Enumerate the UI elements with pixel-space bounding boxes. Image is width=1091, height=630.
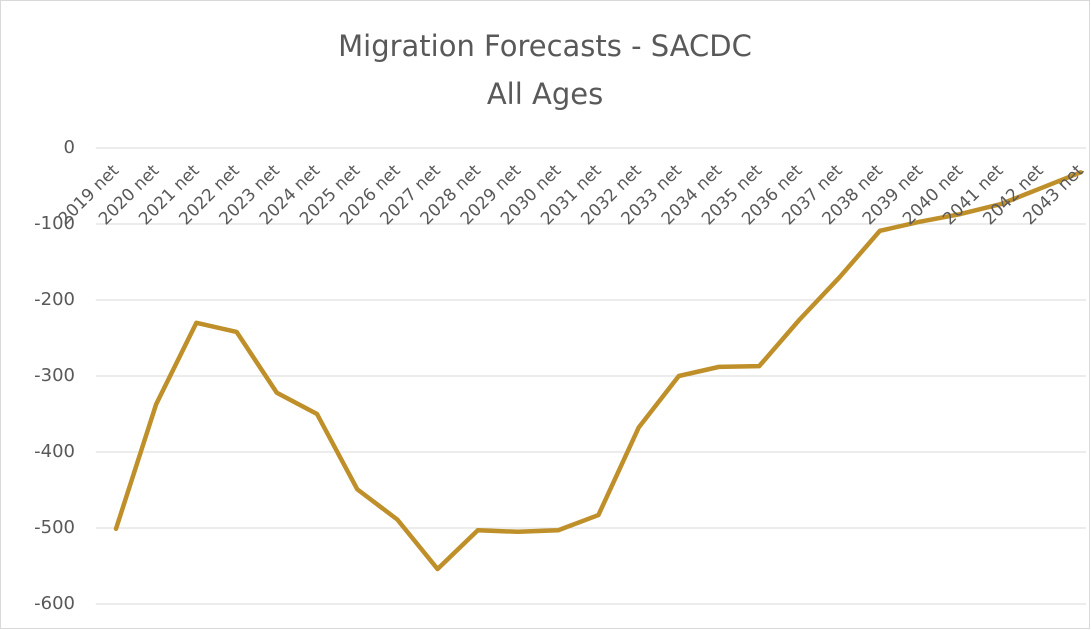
- y-tick-label: -300: [34, 365, 75, 386]
- y-tick-label: -500: [34, 517, 75, 538]
- chart-title: Migration Forecasts - SACDC: [338, 29, 752, 63]
- y-tick-label: -100: [34, 213, 75, 234]
- data-line: [113, 170, 1084, 572]
- y-tick-label: -400: [34, 441, 75, 462]
- chart-subtitle: All Ages: [487, 77, 603, 111]
- y-tick-label: -200: [34, 289, 75, 310]
- y-tick-label: -600: [34, 593, 75, 614]
- y-tick-label: 0: [64, 137, 75, 158]
